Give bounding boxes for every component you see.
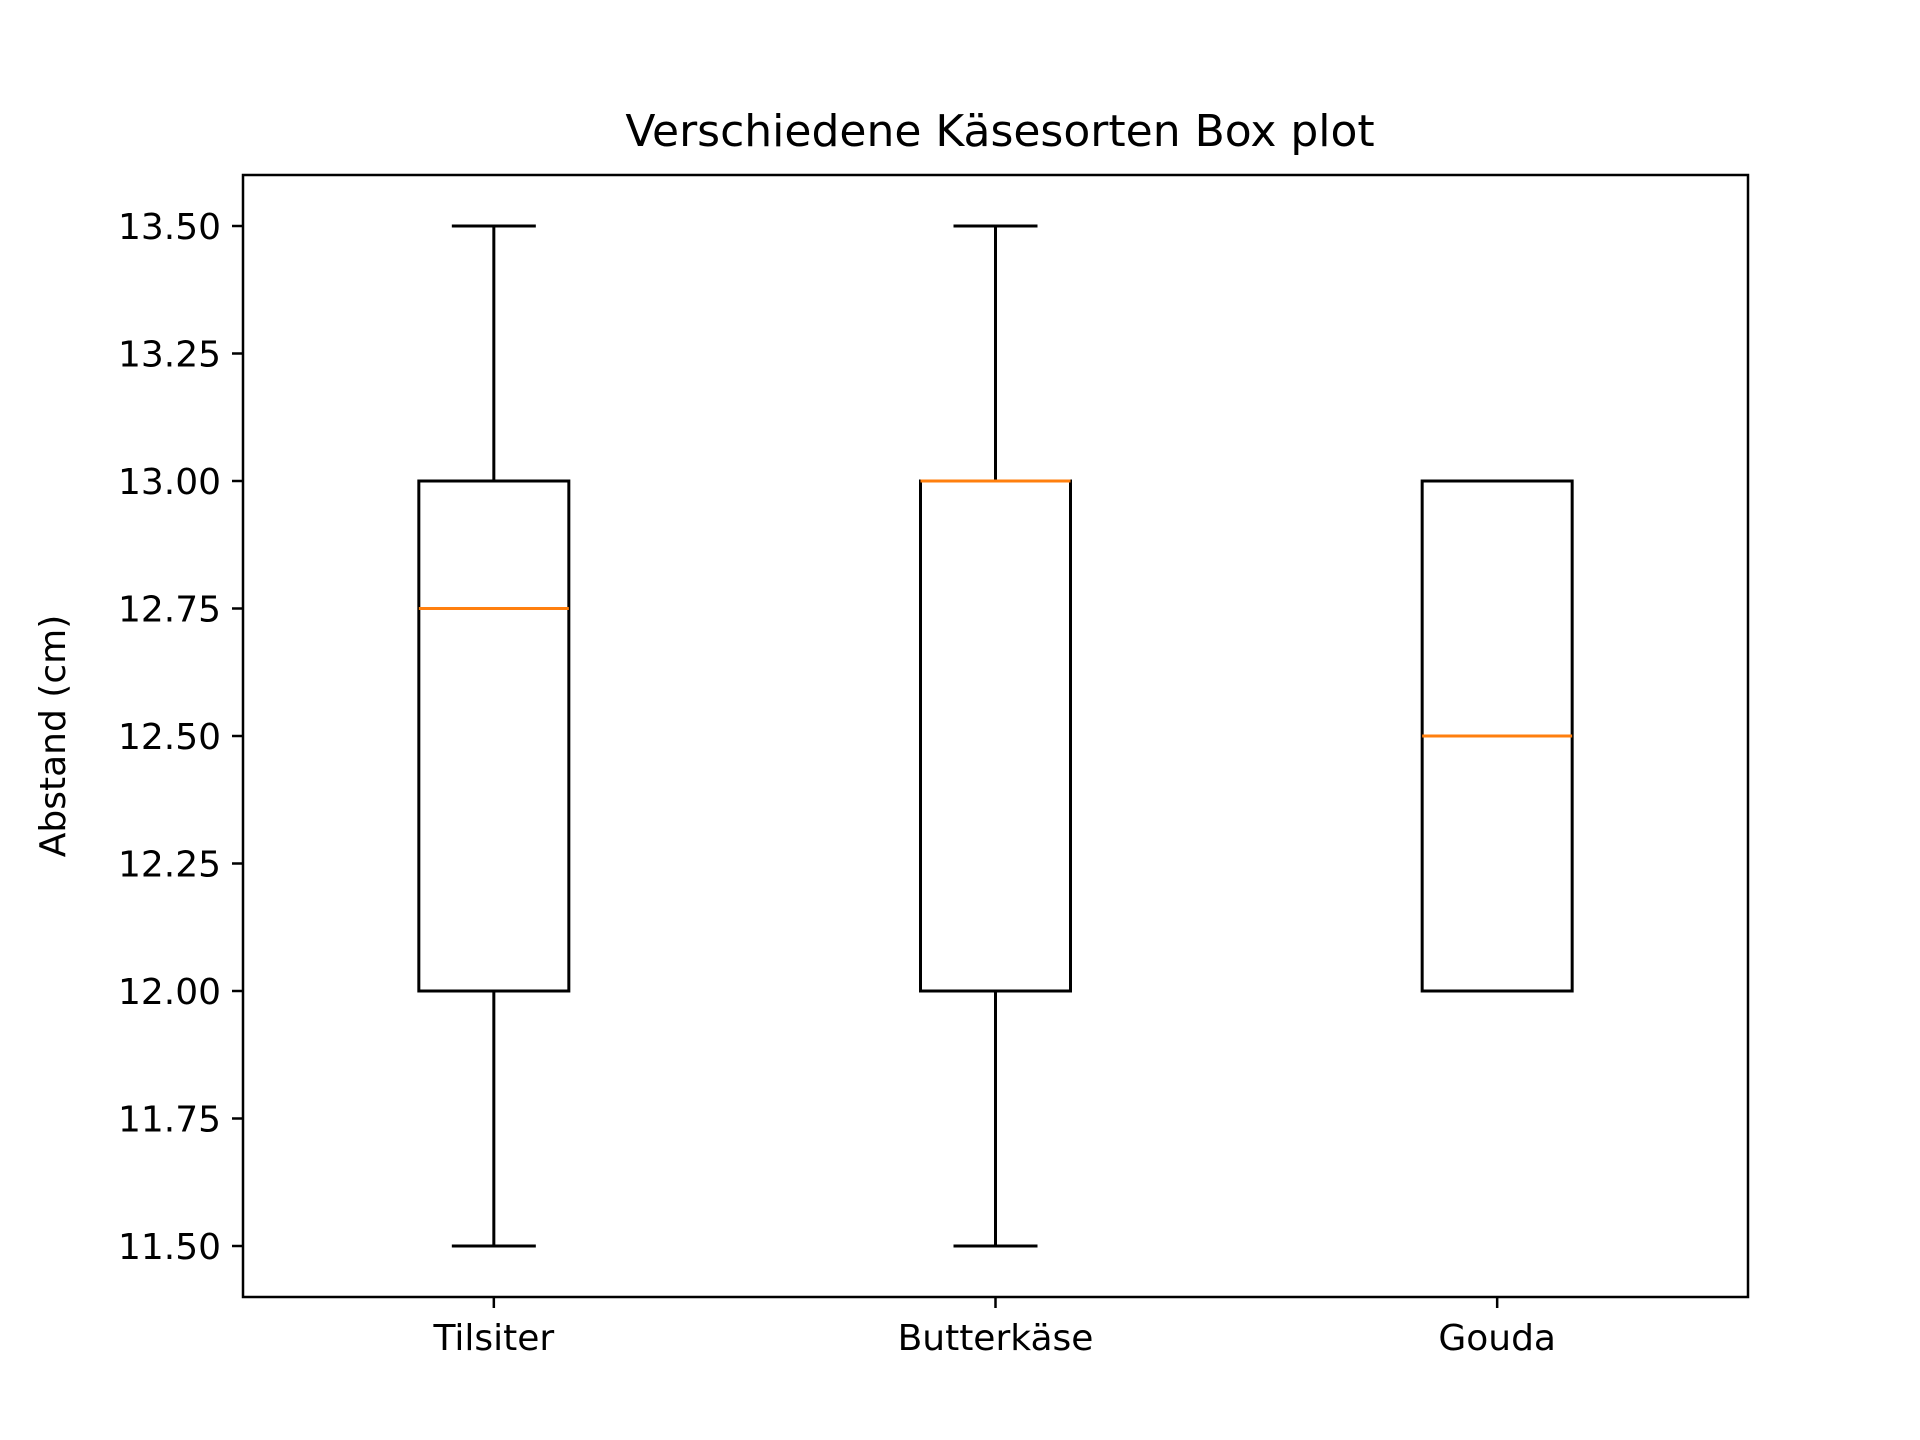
- x-tick-label: Gouda: [1438, 1318, 1556, 1359]
- x-tick-label: Butterkäse: [898, 1318, 1094, 1359]
- plot-frame: [241, 173, 1750, 1299]
- y-axis-label: Abstand (cm): [33, 615, 74, 857]
- y-tick-label: 12.50: [118, 717, 221, 758]
- box-butterkäse: [919, 224, 1072, 1248]
- y-tick-label: 12.00: [118, 972, 221, 1013]
- iqr-box: [417, 479, 571, 993]
- x-axis: Tilsiter Butterkäse Gouda: [432, 1297, 1556, 1359]
- chart-title: Verschiedene Käsesorten Box plot: [625, 106, 1374, 157]
- y-tick-label: 12.75: [118, 590, 221, 631]
- y-tick-label: 13.00: [118, 462, 221, 503]
- y-tick-label: 13.25: [118, 335, 221, 376]
- box-tilsiter: [417, 224, 571, 1248]
- y-tick-label: 11.75: [118, 1100, 221, 1141]
- y-tick-label: 13.50: [118, 207, 221, 248]
- boxes-layer: [417, 224, 1574, 1248]
- y-tick-label: 12.25: [118, 845, 221, 886]
- x-tick-label: Tilsiter: [432, 1318, 554, 1359]
- y-axis: 11.50 11.75 12.00 12.25 12.50 12.75 13.00 13.25…: [118, 207, 243, 1268]
- y-tick-label: 11.50: [118, 1227, 221, 1268]
- box-gouda: [1420, 479, 1574, 993]
